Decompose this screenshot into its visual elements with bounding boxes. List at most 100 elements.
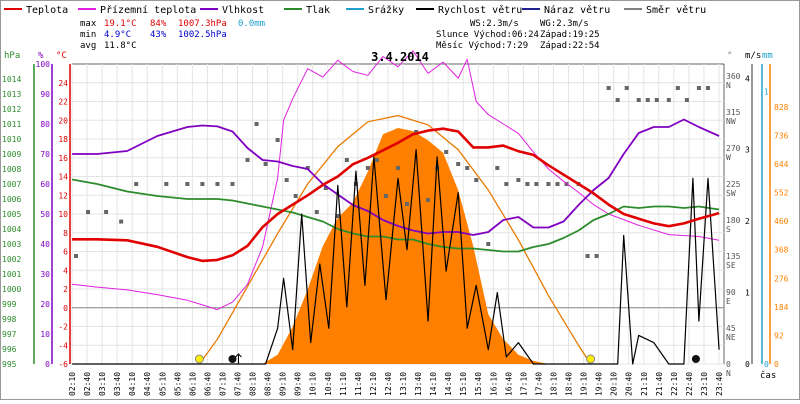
stat-max-press: 1007.3hPa <box>178 19 227 29</box>
axis-hpa-tick: 1008 <box>2 165 21 174</box>
axis-direction-tick: 270 <box>726 144 741 153</box>
legend-item-smer-vetru: Směr větru <box>624 4 706 16</box>
wind-direction-point <box>396 166 400 170</box>
legend-item-naraz-vetru: Náraz větru <box>522 4 610 16</box>
sunset-marker <box>586 354 596 364</box>
wind-direction-point <box>293 194 298 198</box>
wind-direction-point <box>74 254 79 258</box>
x-axis-tick: 11:40 <box>354 372 363 396</box>
wind-direction-point <box>245 158 250 162</box>
x-axis-tick: 05:10 <box>158 372 167 396</box>
legend-label: Přízemní teplota <box>100 4 196 16</box>
x-axis-title: čas <box>760 370 776 381</box>
axis-celsius-tick: 14 <box>58 173 68 182</box>
axis-radiation-tick: 92 <box>774 331 784 340</box>
axis-radiation-tick: 828 <box>774 103 789 112</box>
axis-percent-tick: 40 <box>40 240 50 249</box>
x-axis-tick: 06:40 <box>203 372 212 396</box>
axis-hpa-tick: 1013 <box>2 90 21 99</box>
wind-direction-point <box>305 166 310 170</box>
legend-label: Teplota <box>26 5 68 16</box>
axis-ms-tick: 4 <box>745 74 750 83</box>
wind-direction-point <box>525 182 530 186</box>
axis-percent-tick: 90 <box>40 90 50 99</box>
axis-hpa-tick: 1011 <box>2 120 21 129</box>
plot-area: 9959969979989991000100110021003100410051… <box>2 50 789 396</box>
wind-summary: WS:2.3m/s WG:2.3m/s Slunce Východ:06:24 … <box>436 19 600 51</box>
wind-direction-point <box>615 98 620 102</box>
wind-direction-point <box>684 98 689 102</box>
axis-direction-tick: 315 <box>726 108 741 117</box>
axis-mm-title: mm <box>762 51 773 61</box>
wind-direction-point <box>435 166 440 170</box>
axis-radiation-tick: 460 <box>774 217 789 226</box>
axis-celsius-tick: -6 <box>58 360 68 369</box>
wind-direction-point <box>185 182 190 186</box>
axis-direction-tick: 135 <box>726 252 741 261</box>
axis-percent-tick: 30 <box>40 270 50 279</box>
wind-direction-point <box>594 254 599 258</box>
x-axis-tick: 17:10 <box>519 372 528 396</box>
legend-item-srazky: Srážky <box>346 4 404 16</box>
axis-hpa-title: hPa <box>4 51 20 61</box>
axis-direction-tick: 180 <box>726 216 741 225</box>
x-axis-tick: 10:10 <box>309 372 318 396</box>
wind-direction-point <box>696 86 701 90</box>
axis-hpa-tick: 995 <box>2 360 17 369</box>
axis-celsius-title: °C <box>56 51 67 61</box>
x-axis-tick: 21:40 <box>655 372 664 396</box>
x-axis-tick: 03:40 <box>113 372 122 396</box>
moonrise-arrow-icon <box>235 353 242 364</box>
axis-percent-tick: 0 <box>45 360 50 369</box>
legend: Teplota Přízemní teplota Vlhkost Tlak Sr… <box>4 4 706 16</box>
axis-direction-tick-label: SE <box>726 261 736 270</box>
astro-moon-rise: Měsíc Východ:7:29 <box>436 41 528 51</box>
stat-max-label: max <box>80 19 97 29</box>
legend-label: Směr větru <box>646 4 706 16</box>
axis-celsius-tick: 22 <box>58 98 68 107</box>
axis-direction-tick: 225 <box>726 180 741 189</box>
axis-radiation-tick: 276 <box>774 274 789 283</box>
wind-direction-point <box>465 166 470 170</box>
axis-hpa-tick: 1004 <box>2 225 21 234</box>
wind-direction-point <box>164 182 169 186</box>
axis-hpa-tick: 1012 <box>2 105 21 114</box>
axis-mm-tick: 1 <box>764 87 769 96</box>
legend-label: Náraz větru <box>544 4 610 16</box>
x-axis-tick: 22:40 <box>685 372 694 396</box>
wind-direction-point <box>495 166 500 170</box>
stats-block: max 19.1°C 84% 1007.3hPa 0.0mm min 4.9°C… <box>80 19 265 51</box>
wind-direction-point <box>645 98 650 102</box>
x-axis-tick: 21:10 <box>640 372 649 396</box>
wind-direction-point <box>275 138 280 142</box>
axis-mm-tick: 0 <box>764 360 769 369</box>
axis-percent-title: % <box>38 51 44 61</box>
x-axis-tick: 10:40 <box>324 372 333 396</box>
legend-label: Srážky <box>368 4 404 16</box>
x-axis-tick: 06:10 <box>188 372 197 396</box>
series-ground-temperature-line <box>72 50 720 311</box>
axis-direction-tick-label: E <box>726 297 731 306</box>
wind-direction-point <box>335 214 340 218</box>
x-axis-tick: 04:10 <box>128 372 137 396</box>
axis-direction-tick-label: S <box>726 225 731 234</box>
axis-celsius-tick: 10 <box>58 210 68 219</box>
axis-hpa-tick: 1009 <box>2 150 21 159</box>
axis-percent-tick: 80 <box>40 120 50 129</box>
axis-celsius-tick: 8 <box>63 229 68 238</box>
axis-celsius-tick: 16 <box>58 154 68 163</box>
x-axis-tick: 22:10 <box>670 372 679 396</box>
wind-direction-point <box>200 182 205 186</box>
x-axis-tick: 02:10 <box>68 372 77 396</box>
wind-direction-point <box>516 178 521 182</box>
x-axis-tick: 09:10 <box>279 372 288 396</box>
axis-hpa-tick: 1006 <box>2 195 21 204</box>
axis-hpa-tick: 1001 <box>2 270 21 279</box>
wind-direction-point <box>263 162 268 166</box>
stat-min-hum: 43% <box>150 30 167 40</box>
stat-avg-label: avg <box>80 41 96 51</box>
astro-moon-set: Západ:22:54 <box>540 41 600 51</box>
axis-radiation-tick: 736 <box>774 131 789 140</box>
x-axis-tick: 04:40 <box>143 372 152 396</box>
